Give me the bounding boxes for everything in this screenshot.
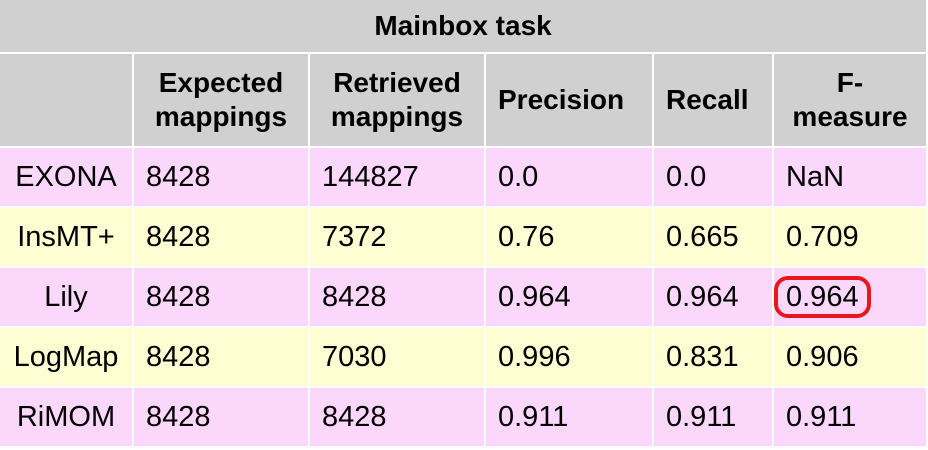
precision-cell: 0.996 xyxy=(486,328,654,388)
table-row: RiMOM 8428 8428 0.911 0.911 0.911 xyxy=(0,388,928,448)
precision-cell: 0.76 xyxy=(486,208,654,268)
precision-cell: 0.911 xyxy=(486,388,654,448)
recall-cell: 0.911 xyxy=(654,388,774,448)
retrieved-cell: 144827 xyxy=(310,148,486,208)
header-fmeasure-line2: measure xyxy=(792,101,908,132)
system-cell: RiMOM xyxy=(0,388,134,448)
fmeasure-cell: 0.911 xyxy=(774,388,928,448)
retrieved-cell: 7030 xyxy=(310,328,486,388)
table-row: LogMap 8428 7030 0.996 0.831 0.906 xyxy=(0,328,928,388)
header-row: Expected mappings Retrieved mappings Pre… xyxy=(0,54,928,148)
header-fmeasure-line1: F- xyxy=(836,67,864,98)
title-row: Mainbox task xyxy=(0,0,928,54)
expected-cell: 8428 xyxy=(134,148,310,208)
fmeasure-cell: 0.906 xyxy=(774,328,928,388)
recall-cell: 0.0 xyxy=(654,148,774,208)
header-system xyxy=(0,54,134,148)
system-cell: Lily xyxy=(0,268,134,328)
table-row: InsMT+ 8428 7372 0.76 0.665 0.709 xyxy=(0,208,928,268)
fmeasure-cell: 0.709 xyxy=(774,208,928,268)
retrieved-cell: 8428 xyxy=(310,268,486,328)
expected-cell: 8428 xyxy=(134,328,310,388)
header-expected-line1: Expected xyxy=(158,67,284,98)
header-recall: Recall xyxy=(654,54,774,148)
recall-cell: 0.665 xyxy=(654,208,774,268)
highlight-circle: 0.964 xyxy=(774,276,871,318)
system-cell: InsMT+ xyxy=(0,208,134,268)
header-retrieved-line2: mappings xyxy=(330,101,464,132)
recall-cell: 0.831 xyxy=(654,328,774,388)
system-cell: EXONA xyxy=(0,148,134,208)
table-row: EXONA 8428 144827 0.0 0.0 NaN xyxy=(0,148,928,208)
header-retrieved: Retrieved mappings xyxy=(310,54,486,148)
expected-cell: 8428 xyxy=(134,208,310,268)
header-fmeasure: F- measure xyxy=(774,54,928,148)
header-precision: Precision xyxy=(486,54,654,148)
precision-cell: 0.0 xyxy=(486,148,654,208)
retrieved-cell: 8428 xyxy=(310,388,486,448)
system-cell: LogMap xyxy=(0,328,134,388)
header-retrieved-line1: Retrieved xyxy=(333,67,461,98)
header-expected: Expected mappings xyxy=(134,54,310,148)
expected-cell: 8428 xyxy=(134,268,310,328)
fmeasure-cell: 0.964 xyxy=(774,268,928,328)
fmeasure-cell: NaN xyxy=(774,148,928,208)
recall-cell: 0.964 xyxy=(654,268,774,328)
header-expected-line2: mappings xyxy=(154,101,288,132)
retrieved-cell: 7372 xyxy=(310,208,486,268)
expected-cell: 8428 xyxy=(134,388,310,448)
table-title: Mainbox task xyxy=(0,0,928,54)
precision-cell: 0.964 xyxy=(486,268,654,328)
table-row: Lily 8428 8428 0.964 0.964 0.964 xyxy=(0,268,928,328)
